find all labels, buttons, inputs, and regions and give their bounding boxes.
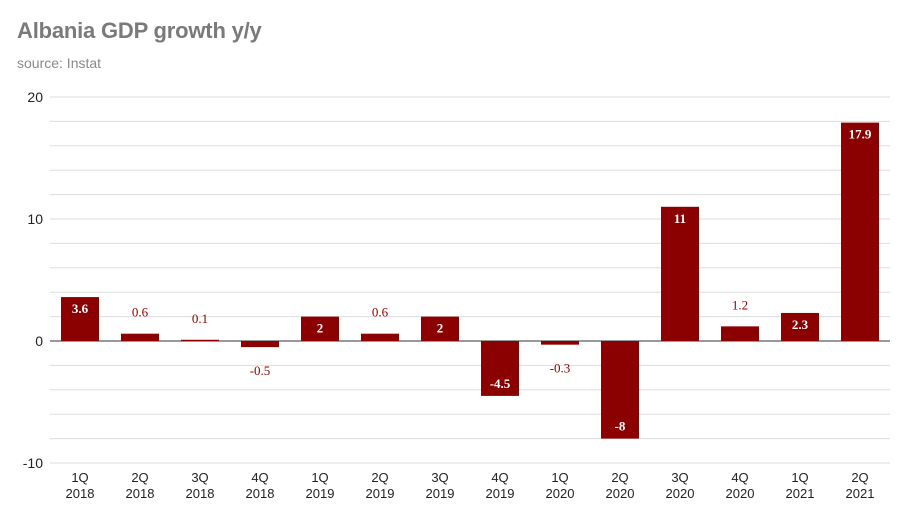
data-label: 0.6 — [132, 305, 149, 320]
x-tick-label-quarter: 1Q — [71, 470, 88, 485]
x-tick-label-quarter: 1Q — [551, 470, 568, 485]
bar — [721, 326, 759, 341]
data-label: -4.5 — [490, 376, 511, 391]
data-label: 2 — [437, 321, 444, 336]
data-label: 11 — [674, 211, 686, 226]
bar — [841, 122, 879, 342]
x-tick-label-quarter: 2Q — [851, 470, 868, 485]
bar — [661, 206, 699, 341]
bar — [181, 339, 219, 342]
x-tick-label-year: 2020 — [726, 486, 755, 501]
bar — [541, 341, 579, 345]
x-tick-label-year: 2020 — [546, 486, 575, 501]
x-tick-label-quarter: 2Q — [131, 470, 148, 485]
x-tick-label-quarter: 2Q — [371, 470, 388, 485]
bar — [421, 316, 459, 341]
y-tick-label: -10 — [23, 455, 43, 471]
bar — [481, 341, 519, 396]
data-label: 0.6 — [372, 305, 389, 320]
x-tick-label-year: 2018 — [66, 486, 95, 501]
x-tick-label-year: 2021 — [846, 486, 875, 501]
x-tick-label-year: 2018 — [246, 486, 275, 501]
data-label: 1.2 — [732, 297, 748, 312]
bar — [61, 297, 99, 341]
data-label: 3.6 — [72, 301, 89, 316]
x-tick-label-quarter: 3Q — [191, 470, 208, 485]
x-tick-label-year: 2018 — [126, 486, 155, 501]
bar — [241, 341, 279, 348]
bar — [601, 341, 639, 439]
data-label: 0.1 — [192, 311, 208, 326]
x-tick-label-year: 2019 — [306, 486, 335, 501]
x-tick-label-year: 2018 — [186, 486, 215, 501]
x-tick-label-year: 2020 — [606, 486, 635, 501]
data-label: 17.9 — [849, 127, 872, 142]
bar — [781, 312, 819, 341]
data-label: -0.3 — [550, 361, 571, 376]
y-tick-label: 20 — [27, 89, 43, 105]
x-tick-label-year: 2019 — [486, 486, 515, 501]
data-label: -8 — [615, 419, 626, 434]
chart-subtitle: source: Instat — [17, 55, 102, 71]
x-tick-label-year: 2021 — [786, 486, 815, 501]
x-tick-label-quarter: 4Q — [491, 470, 508, 485]
y-tick-label: 10 — [27, 211, 43, 227]
x-tick-label-year: 2019 — [366, 486, 395, 501]
data-label: 2 — [317, 321, 324, 336]
x-tick-label-quarter: 3Q — [431, 470, 448, 485]
x-tick-label-quarter: 1Q — [791, 470, 808, 485]
x-tick-label-year: 2019 — [426, 486, 455, 501]
x-tick-label-quarter: 2Q — [611, 470, 628, 485]
y-tick-label: 0 — [35, 333, 43, 349]
bar — [361, 333, 399, 341]
x-tick-label-quarter: 4Q — [731, 470, 748, 485]
x-tick-label-quarter: 4Q — [251, 470, 268, 485]
data-label: 2.3 — [792, 317, 809, 332]
data-label: -0.5 — [250, 363, 271, 378]
bar — [121, 333, 159, 341]
x-tick-label-quarter: 3Q — [671, 470, 688, 485]
chart-title: Albania GDP growth y/y — [17, 18, 262, 43]
x-tick-label-year: 2020 — [666, 486, 695, 501]
x-tick-label-quarter: 1Q — [311, 470, 328, 485]
bar — [301, 316, 339, 341]
